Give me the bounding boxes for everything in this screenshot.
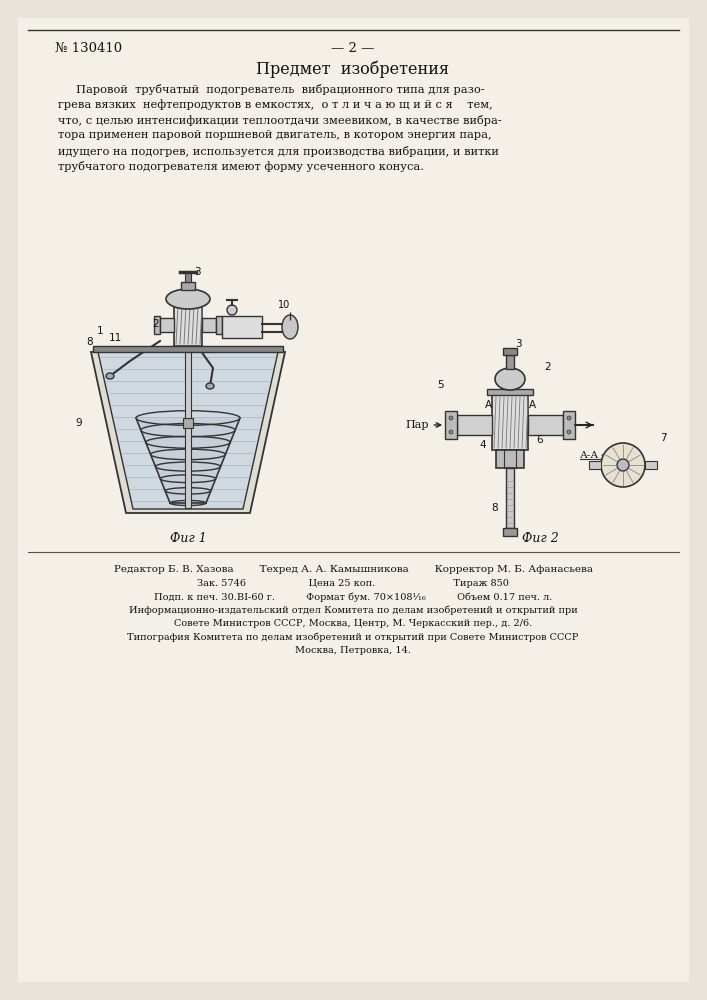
Ellipse shape	[206, 383, 214, 389]
Bar	[563, 411, 575, 439]
Text: Пар: Пар	[405, 420, 440, 430]
Bar	[506, 468, 514, 528]
Bar	[496, 450, 524, 468]
Text: грева вязких  нефтепродуктов в емкостях,  о т л и ч а ю щ и й с я    тем,: грева вязких нефтепродуктов в емкостях, …	[58, 100, 493, 110]
Text: 1: 1	[97, 326, 103, 336]
Bar	[503, 348, 517, 355]
Text: 8: 8	[491, 503, 498, 513]
Text: Информационно-издательский отдел Комитета по делам изобретений и открытий при: Информационно-издательский отдел Комитет…	[129, 605, 578, 615]
Text: Зак. 5746                    Цена 25 коп.                         Тираж 850: Зак. 5746 Цена 25 коп. Тираж 850	[197, 578, 509, 587]
Text: 4: 4	[479, 440, 486, 450]
Ellipse shape	[567, 416, 571, 420]
Text: что, с целью интенсификации теплоотдачи змеевиком, в качестве вибра-: что, с целью интенсификации теплоотдачи …	[58, 115, 502, 126]
Ellipse shape	[106, 373, 114, 379]
Bar	[174, 304, 202, 346]
Text: Предмет  изобретения: Предмет изобретения	[257, 60, 450, 78]
Text: 3: 3	[515, 339, 522, 349]
Bar	[503, 528, 517, 536]
Ellipse shape	[617, 459, 629, 471]
Text: А: А	[528, 400, 536, 410]
Bar	[160, 318, 174, 332]
Bar	[457, 415, 492, 435]
Ellipse shape	[166, 289, 210, 309]
Polygon shape	[98, 352, 278, 509]
Text: 9: 9	[76, 418, 82, 428]
Text: Фиг 1: Фиг 1	[170, 532, 206, 545]
Text: Москва, Петровка, 14.: Москва, Петровка, 14.	[295, 646, 411, 655]
Bar	[185, 313, 191, 508]
Text: трубчатого подогревателя имеют форму усеченного конуса.: трубчатого подогревателя имеют форму усе…	[58, 161, 424, 172]
Polygon shape	[136, 418, 240, 503]
Bar	[589, 461, 601, 469]
Text: — 2 —: — 2 —	[332, 42, 375, 55]
Bar	[154, 316, 160, 334]
Bar	[216, 316, 222, 334]
Bar	[487, 389, 533, 395]
Bar	[445, 411, 457, 439]
Text: Редактор Б. В. Хазова        Техред А. А. Камышникова        Корректор М. Б. Афа: Редактор Б. В. Хазова Техред А. А. Камыш…	[114, 565, 592, 574]
Text: Паровой  трубчатый  подогреватель  вибрационного типа для разо-: Паровой трубчатый подогреватель вибрацио…	[58, 84, 484, 95]
Text: 3: 3	[194, 267, 201, 277]
Text: № 130410: № 130410	[55, 42, 122, 55]
Bar	[181, 282, 195, 290]
Ellipse shape	[282, 315, 298, 339]
Bar	[183, 418, 193, 428]
Text: идущего на подогрев, используется для производства вибрации, и витки: идущего на подогрев, используется для пр…	[58, 146, 499, 157]
Text: А: А	[484, 400, 491, 410]
Bar	[170, 299, 206, 304]
Ellipse shape	[449, 430, 453, 434]
Polygon shape	[91, 352, 285, 513]
Bar	[645, 461, 657, 469]
Ellipse shape	[601, 443, 645, 487]
Bar	[506, 355, 514, 369]
Text: Совете Министров СССР, Москва, Центр, М. Черкасский пер., д. 2/6.: Совете Министров СССР, Москва, Центр, М.…	[174, 619, 532, 628]
Bar	[202, 318, 216, 332]
Text: тора применен паровой поршневой двигатель, в котором энергия пара,: тора применен паровой поршневой двигател…	[58, 130, 491, 140]
Ellipse shape	[449, 416, 453, 420]
Ellipse shape	[567, 430, 571, 434]
Bar	[222, 316, 262, 338]
Text: 7: 7	[660, 433, 666, 443]
Text: 11: 11	[108, 333, 122, 343]
Bar	[492, 395, 528, 450]
Text: А-А: А-А	[580, 450, 600, 460]
Ellipse shape	[227, 305, 237, 315]
Text: 6: 6	[536, 435, 543, 445]
Text: 2: 2	[153, 319, 159, 329]
Bar	[185, 272, 191, 282]
Ellipse shape	[495, 368, 525, 390]
Text: Фиг 2: Фиг 2	[522, 532, 559, 545]
Text: Подп. к печ. 30.ВI-60 г.          Формат бум. 70×108¹⁄₁₆          Объем 0.17 печ: Подп. к печ. 30.ВI-60 г. Формат бум. 70×…	[154, 592, 552, 601]
Text: 2: 2	[544, 362, 551, 372]
Text: 10: 10	[278, 300, 290, 310]
Text: 5: 5	[438, 380, 444, 390]
Bar	[93, 346, 283, 352]
Bar	[528, 415, 563, 435]
Text: 8: 8	[87, 337, 93, 347]
Text: Типография Комитета по делам изобретений и открытий при Совете Министров СССР: Типография Комитета по делам изобретений…	[127, 633, 579, 642]
